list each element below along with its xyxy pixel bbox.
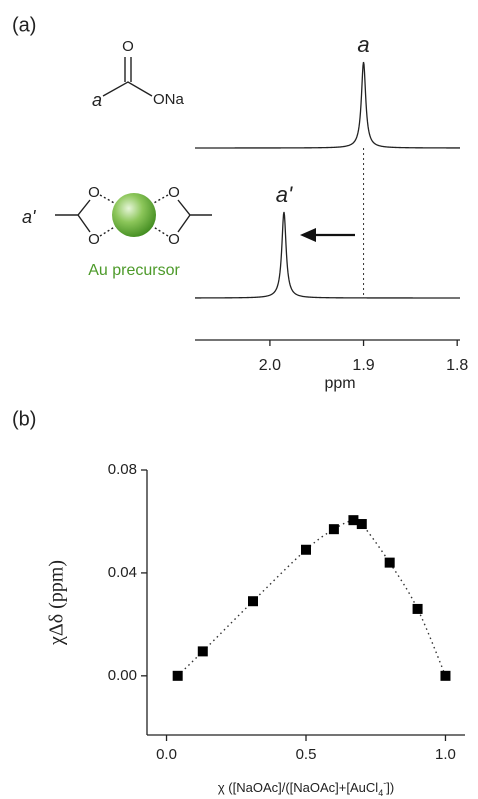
x-axis-label: χ ([NaOAc]/([NaOAc]+[AuCl4-]) (218, 778, 394, 798)
x-axis-label-part: 4 (378, 788, 383, 798)
data-point (440, 670, 451, 681)
peak-label: a (357, 32, 369, 57)
data-point (348, 515, 359, 526)
structure-acetate (102, 57, 153, 97)
atom-label: ONa (153, 91, 185, 108)
data-point (384, 557, 395, 568)
structure-label: a' (22, 207, 36, 227)
peak-label: a' (276, 182, 293, 207)
data-point (301, 544, 311, 555)
x-axis-label: ppm (324, 375, 355, 392)
spectrum (195, 61, 460, 149)
x-axis-label-part: ]) (386, 780, 394, 795)
x-axis-label-part: - (383, 778, 386, 788)
caption: Au precursor (88, 262, 180, 279)
data-point (412, 603, 423, 614)
x-tick-label: 0.0 (156, 746, 177, 763)
fit-curve (177, 518, 447, 677)
x-tick-label: 1.0 (435, 746, 456, 763)
panel-label: (b) (12, 408, 36, 430)
y-tick-label: 0.04 (108, 564, 137, 581)
data-point (248, 596, 258, 607)
y-axis-label: χΔδ (ppm) (46, 560, 68, 646)
y-tick-label: 0.08 (108, 461, 137, 478)
panel-label: (a) (12, 14, 36, 36)
data-point (356, 519, 367, 530)
atom-label: O (168, 184, 180, 201)
data-point (172, 670, 183, 681)
atom-label: O (88, 231, 100, 248)
structure-precursor (55, 194, 212, 237)
structure-label: a (92, 90, 102, 110)
spectrum (195, 211, 460, 299)
x-tick-label: 2.0 (259, 357, 281, 374)
atom-label: O (88, 184, 100, 201)
data-point (197, 646, 208, 657)
nanoparticle (112, 193, 156, 237)
shift-arrow (300, 228, 355, 242)
data-point (328, 524, 339, 535)
x-tick-label: 1.9 (352, 357, 374, 374)
x-tick-label: 1.8 (446, 357, 468, 374)
atom-label: O (122, 38, 134, 55)
y-tick-label: 0.00 (108, 667, 137, 684)
x-tick-label: 0.5 (296, 746, 317, 763)
x-axis-label-part: χ ([NaOAc]/([NaOAc]+[AuCl (218, 780, 378, 795)
atom-label: O (168, 231, 180, 248)
